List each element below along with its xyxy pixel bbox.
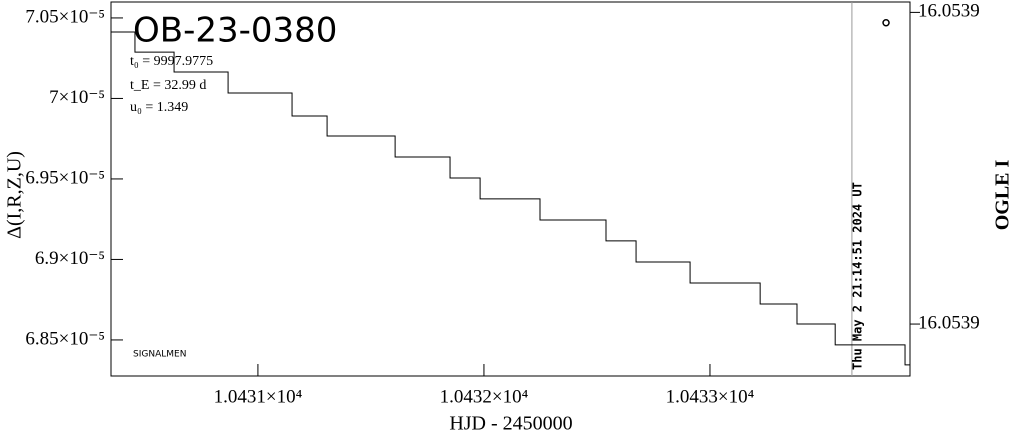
annotation: u₀ = 1.349 [130, 100, 188, 115]
y-tick-label: 7×10⁻⁵ [49, 87, 105, 108]
time-marker-label: Thu May 2 21:14:51 2024 UT [850, 182, 864, 370]
data-point [882, 19, 890, 27]
annotation: t₀ = 9997.9775 [130, 54, 213, 69]
x-tick-label: 1.0431×10⁴ [214, 386, 303, 407]
chart-title: OB-23-0380 [133, 11, 337, 51]
y2-tick-label: 16.0539 [918, 1, 980, 22]
x-tick-label: 1.0432×10⁴ [440, 386, 529, 407]
y-axis-label: Δ(I,R,Z,U) [4, 151, 26, 239]
y-tick-label: 6.95×10⁻⁵ [25, 167, 105, 188]
step-line [111, 31, 910, 366]
y-tick-label: 6.85×10⁻⁵ [25, 328, 105, 349]
x-tick-label: 1.0433×10⁴ [666, 386, 755, 407]
annotation: t_E = 32.99 d [130, 78, 206, 93]
x-axis-label: HJD - 2450000 [449, 413, 572, 434]
y-tick-label: 6.9×10⁻⁵ [35, 248, 105, 269]
y-tick-label: 7.05×10⁻⁵ [25, 6, 105, 27]
y2-axis-label: OGLE I [992, 159, 1014, 230]
y2-tick-label: 16.0539 [918, 312, 980, 333]
plot-frame [110, 1, 911, 377]
annotation: SIGNALMEN [133, 350, 186, 360]
